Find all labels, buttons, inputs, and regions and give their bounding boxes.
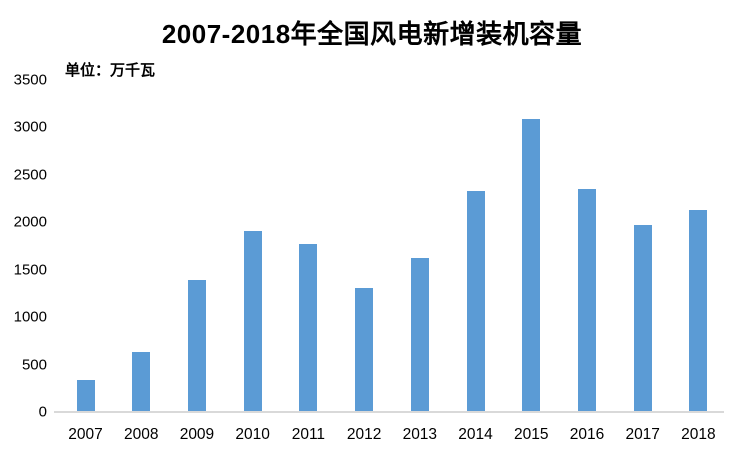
- x-tick-label-2007: 2007: [68, 426, 103, 443]
- bar-2013: [410, 258, 429, 411]
- x-tick-label-2016: 2016: [569, 426, 605, 443]
- bar-2014: [466, 190, 485, 411]
- x-tick-label-2009: 2009: [179, 426, 215, 443]
- x-tick-label-2017: 2017: [625, 426, 660, 443]
- y-tick-label-0: 0: [38, 403, 47, 421]
- bar-2015: [522, 119, 541, 411]
- bar-2017: [633, 224, 652, 411]
- bar-2018: [689, 210, 708, 411]
- bar-2007: [76, 379, 95, 411]
- bar-2012: [355, 288, 374, 411]
- x-tick-label-2011: 2011: [291, 426, 326, 443]
- bar-2011: [299, 243, 318, 411]
- x-tick-label-2010: 2010: [235, 426, 270, 443]
- x-tick-label-2018: 2018: [681, 426, 716, 443]
- bar-2008: [132, 351, 151, 411]
- x-tick-label-2014: 2014: [458, 426, 493, 443]
- x-tick-label-2008: 2008: [123, 426, 159, 443]
- bar-2009: [187, 280, 206, 411]
- y-tick-label-3500: 3500: [13, 71, 47, 89]
- y-tick-label-2500: 2500: [13, 166, 47, 184]
- y-tick-label-1500: 1500: [13, 261, 47, 279]
- unit-label: 单位：万千瓦: [65, 62, 156, 79]
- bar-2010: [243, 231, 262, 411]
- y-tick-label-3000: 3000: [13, 118, 47, 136]
- y-tick-label-2000: 2000: [13, 213, 47, 231]
- y-axis: 0 500 1000 1500 2000 2500 3000 3500: [0, 0, 47, 456]
- y-tick-label-1000: 1000: [13, 308, 47, 326]
- y-tick-label-500: 500: [21, 356, 47, 374]
- x-axis-line: [54, 411, 724, 413]
- bar-2016: [577, 189, 596, 411]
- x-tick-label-2013: 2013: [402, 426, 438, 443]
- x-tick-label-2012: 2012: [346, 426, 382, 443]
- x-tick-label-2015: 2015: [514, 426, 549, 443]
- chart-title: 2007-2018年全国风电新增装机容量: [161, 19, 583, 49]
